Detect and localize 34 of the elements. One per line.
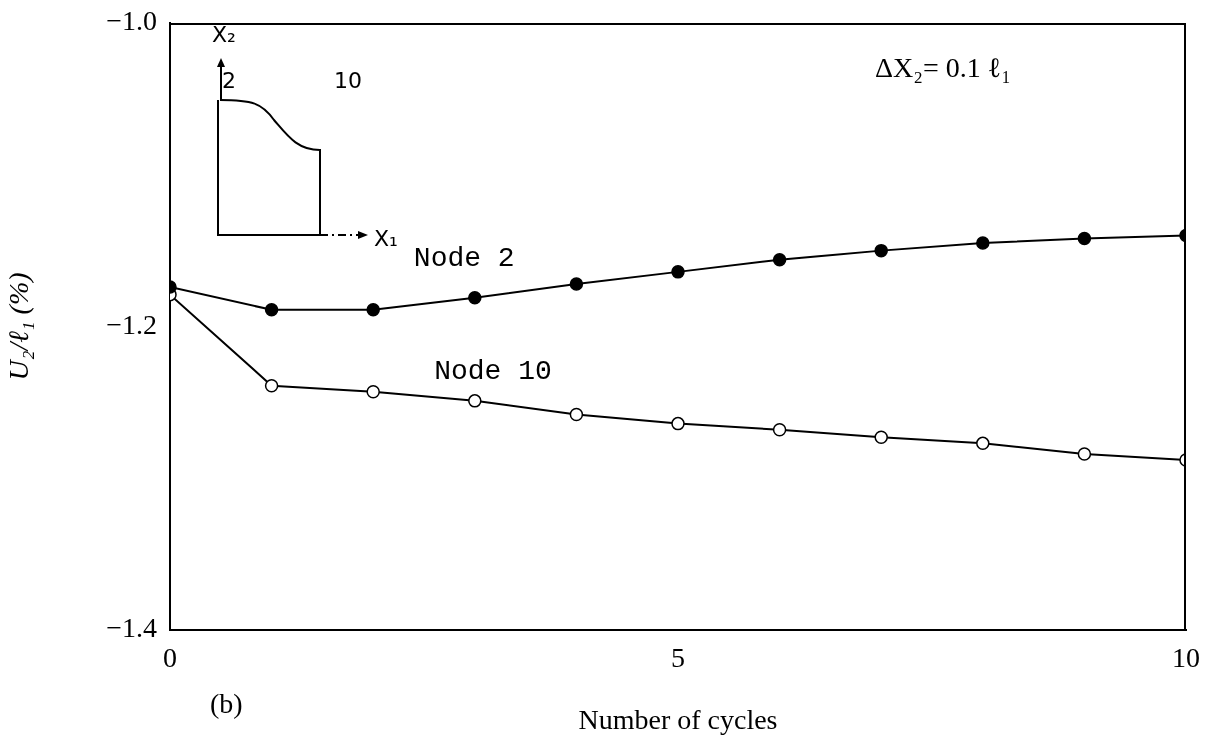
point <box>468 290 482 305</box>
x-tick-label: 0 <box>163 642 177 674</box>
point <box>366 303 380 317</box>
point <box>671 265 685 279</box>
point <box>772 422 787 437</box>
point <box>468 394 482 408</box>
point <box>1077 447 1092 461</box>
point <box>976 436 990 451</box>
y-axis-title: U₂/ℓ₁ (%) <box>3 272 35 381</box>
point <box>976 236 990 250</box>
x-tick-label: 10 <box>1172 642 1200 674</box>
series-label: Node 2 <box>413 242 515 274</box>
point <box>264 303 279 317</box>
point <box>1077 231 1092 246</box>
annotation: 10 <box>334 68 362 93</box>
annotation: ΔX₂= 0.1 ℓ₁ <box>875 52 1011 84</box>
point <box>874 430 888 445</box>
annotation: X₁ <box>374 226 398 251</box>
x-tick-label: 5 <box>671 642 685 674</box>
point <box>569 277 584 291</box>
point <box>569 407 584 422</box>
annotation: X₂ <box>212 22 236 47</box>
point <box>366 385 380 399</box>
point <box>671 416 685 431</box>
series-label: Node 10 <box>434 355 552 387</box>
x-axis-title: Number of cycles <box>578 703 778 735</box>
point <box>874 243 888 258</box>
y-tick-label: −1.4 <box>106 612 157 644</box>
y-tick-label: −1.2 <box>106 308 157 340</box>
y-tick-label: −1.0 <box>106 5 157 37</box>
annotation: 2 <box>222 68 236 93</box>
point <box>264 378 279 393</box>
text: (b) <box>210 688 243 720</box>
point <box>772 252 787 267</box>
